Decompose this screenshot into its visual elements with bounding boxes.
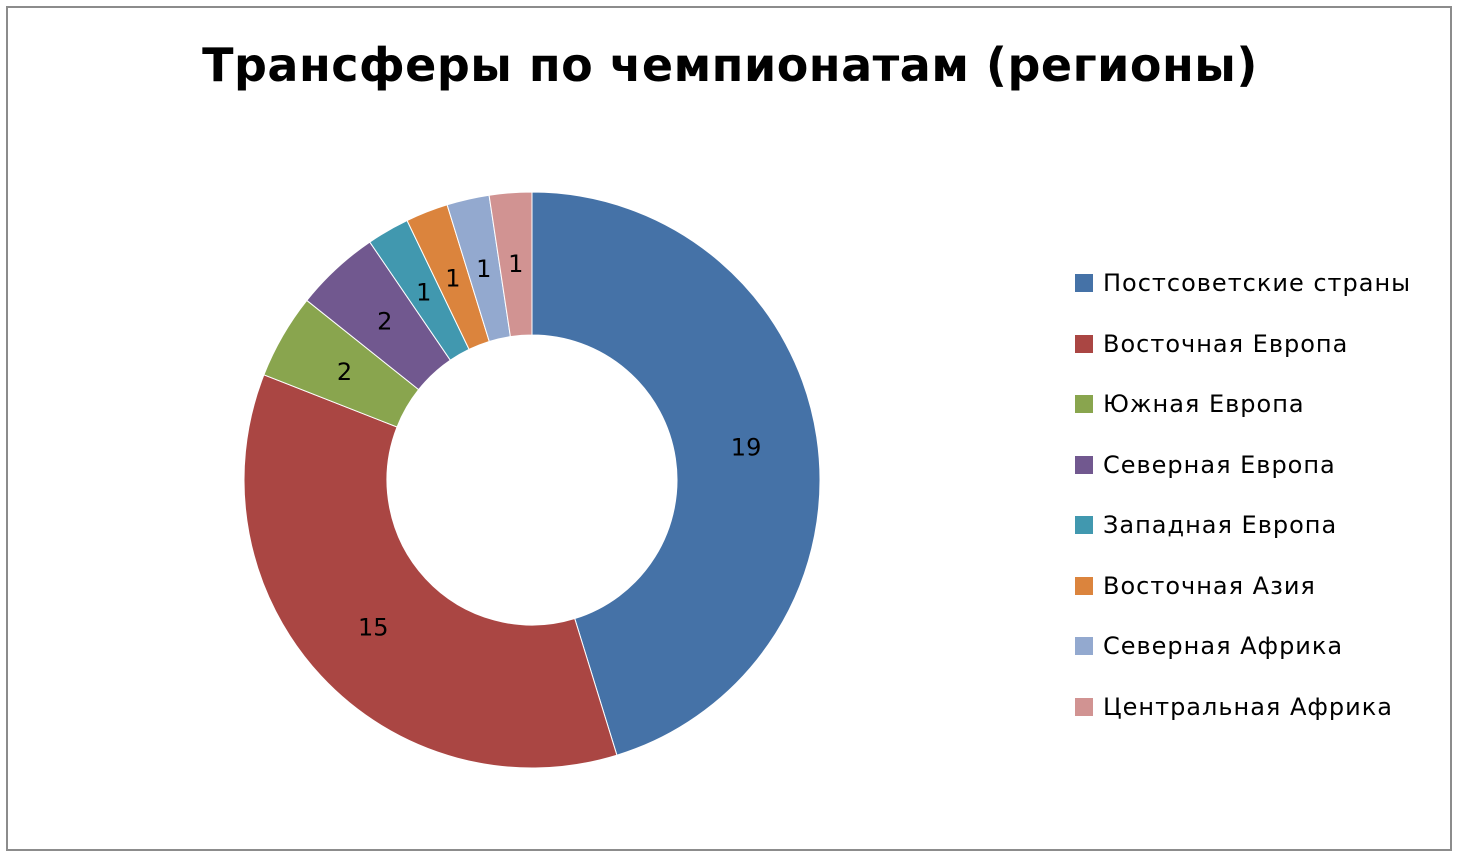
legend-item-северная-африка: Северная Африка [1075, 616, 1411, 677]
data-label-южная-европа: 2 [337, 358, 352, 386]
legend-swatch [1075, 334, 1093, 353]
data-label-восточная-европа: 15 [358, 613, 389, 641]
legend-label: Северная Европа [1103, 450, 1336, 479]
legend-item-западная-европа: Западная Европа [1075, 495, 1411, 556]
legend-label: Западная Европа [1103, 511, 1338, 540]
data-label-постсоветские-страны: 19 [731, 434, 762, 462]
data-label-северная-европа: 2 [377, 307, 392, 335]
legend-swatch [1075, 395, 1093, 414]
legend-item-постсоветские-страны: Постсоветские страны [1075, 253, 1411, 314]
legend-label: Центральная Африка [1103, 692, 1393, 721]
legend-item-восточная-азия: Восточная Азия [1075, 556, 1411, 617]
slice-восточная-европа [243, 374, 618, 769]
slice-постсоветские-страны [531, 191, 821, 756]
legend-label: Постсоветские страны [1103, 269, 1412, 298]
legend-swatch [1075, 697, 1093, 716]
legend-item-восточная-европа: Восточная Европа [1075, 314, 1411, 375]
legend-swatch [1075, 576, 1093, 595]
legend-item-центральная-африка: Центральная Африка [1075, 677, 1411, 738]
data-label-восточная-азия: 1 [445, 264, 460, 292]
doughnut-slices [243, 191, 821, 769]
legend-item-северная-европа: Северная Европа [1075, 435, 1411, 496]
data-label-центральная-африка: 1 [508, 250, 523, 278]
legend-label: Восточная Азия [1103, 571, 1316, 600]
data-label-северная-африка: 1 [476, 255, 491, 283]
chart-title: Трансферы по чемпионатам (регионы) [202, 38, 1258, 92]
legend-swatch [1075, 274, 1093, 293]
legend-label: Северная Африка [1103, 632, 1344, 661]
data-label-западная-европа: 1 [416, 279, 431, 307]
legend-label: Южная Европа [1103, 390, 1305, 419]
legend-swatch [1075, 455, 1093, 474]
legend: Постсоветские страны Восточная Европа Южна… [1075, 253, 1411, 737]
legend-item-южная-европа: Южная Европа [1075, 374, 1411, 435]
legend-swatch [1075, 637, 1093, 656]
legend-label: Восточная Европа [1103, 329, 1349, 358]
slice-центральная-африка [488, 191, 533, 338]
legend-swatch [1075, 516, 1093, 535]
